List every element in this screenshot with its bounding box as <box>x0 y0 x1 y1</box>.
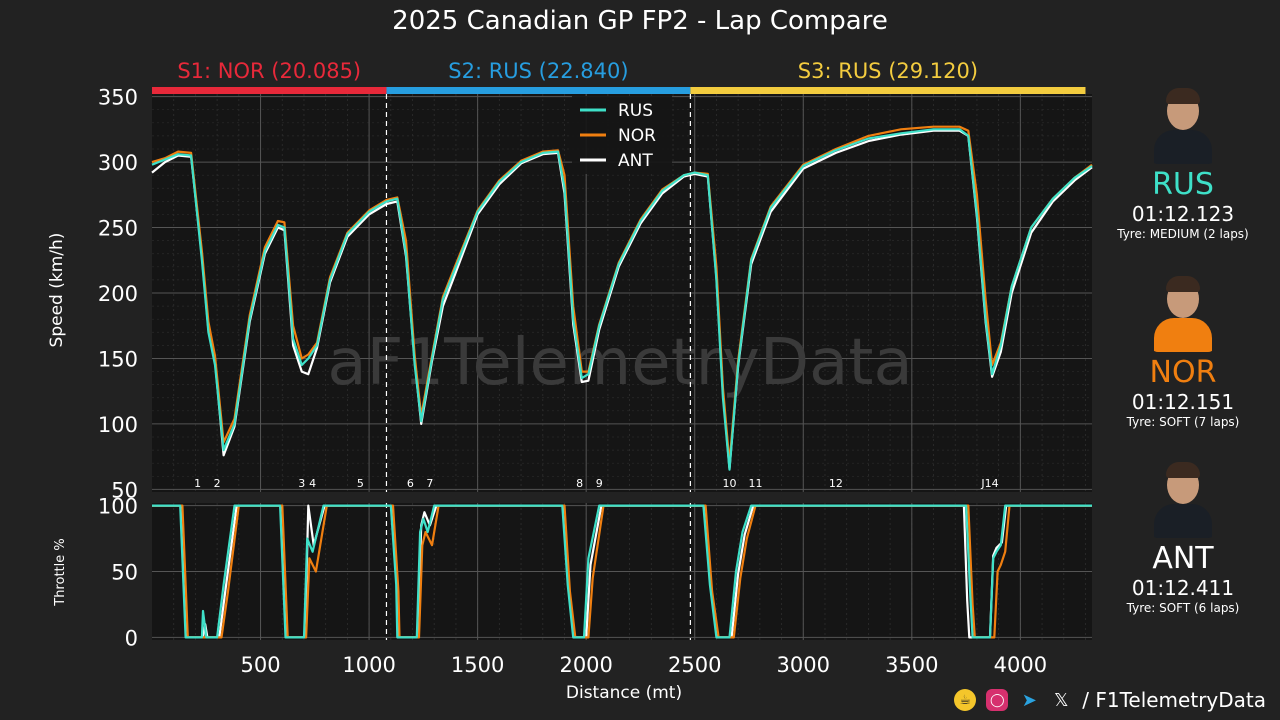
chart-title: 2025 Canadian GP FP2 - Lap Compare <box>392 6 888 36</box>
throttle-tick-label: 100 <box>98 495 138 519</box>
x-tick-label: 3000 <box>777 653 830 677</box>
watermark-text: aF1TelemetryData <box>327 326 912 400</box>
x-tick-label: 2000 <box>559 653 612 677</box>
driver-avatar-ant <box>1150 458 1216 538</box>
coffee-icon[interactable]: ☕ <box>954 689 977 711</box>
speed-tick-label: 50 <box>111 478 138 502</box>
x-tick-label: 1500 <box>451 653 504 677</box>
sector-bar <box>386 87 691 94</box>
x-tick-label: 3500 <box>885 653 938 677</box>
telegram-icon[interactable]: ➤ <box>1021 689 1037 711</box>
speed-tick-label: 250 <box>98 217 138 241</box>
x-tick-label: 4000 <box>994 653 1047 677</box>
speed-tick-label: 300 <box>98 151 138 175</box>
driver-laptime-nor: 01:12.151 <box>1131 390 1235 414</box>
throttle-axis-label: Throttle % <box>53 538 68 606</box>
x-tick-label: 500 <box>240 653 280 677</box>
driver-tyre-ant: Tyre: SOFT (6 laps) <box>1126 601 1240 615</box>
corner-label: 4 <box>309 477 316 490</box>
driver-suit-rus <box>1154 130 1212 164</box>
corner-label: 1 <box>194 477 201 490</box>
legend-label-ant: ANT <box>618 151 653 171</box>
footer-social: ☕ ◯ ➤ 𝕏 / F1TelemetryData <box>954 686 1266 714</box>
driver-code-rus: RUS <box>1152 167 1214 202</box>
sector-label: S1: NOR (20.085) <box>177 59 361 83</box>
driver-suit-nor <box>1154 318 1212 352</box>
driver-avatar-rus <box>1150 84 1216 164</box>
speed-tick-label: 150 <box>98 347 138 371</box>
driver-card-rus: RUS 01:12.123 Tyre: MEDIUM (2 laps) <box>1088 84 1278 242</box>
driver-laptime-rus: 01:12.123 <box>1131 202 1235 226</box>
driver-card-ant: ANT 01:12.411 Tyre: SOFT (6 laps) <box>1088 458 1278 616</box>
driver-card-nor: NOR 01:12.151 Tyre: SOFT (7 laps) <box>1088 272 1278 430</box>
legend-label-nor: NOR <box>618 126 656 146</box>
driver-suit-ant <box>1154 504 1212 538</box>
legend: RUS NOR ANT <box>572 96 672 174</box>
corner-label: 8 <box>576 477 583 490</box>
driver-laptime-ant: 01:12.411 <box>1131 576 1235 600</box>
sector-label: S3: RUS (29.120) <box>798 59 978 83</box>
speed-axis-label: Speed (km/h) <box>47 233 67 348</box>
throttle-tick-label: 0 <box>125 626 138 650</box>
sector-label: S2: RUS (22.840) <box>448 59 628 83</box>
x-icon[interactable]: 𝕏 <box>1053 689 1069 711</box>
sector-bar <box>690 87 1086 94</box>
corner-label: 12 <box>829 477 843 490</box>
driver-avatar-nor <box>1150 272 1216 352</box>
driver-tyre-nor: Tyre: SOFT (7 laps) <box>1126 415 1240 429</box>
throttle-tick-label: 50 <box>111 561 138 585</box>
corner-label: J14 <box>980 477 998 490</box>
corner-label: 9 <box>596 477 603 490</box>
speed-tick-label: 200 <box>98 282 138 306</box>
x-tick-label: 2500 <box>668 653 721 677</box>
footer-handle[interactable]: / F1TelemetryData <box>1082 688 1266 712</box>
corner-label: 10 <box>722 477 736 490</box>
speed-tick-label: 350 <box>98 86 138 110</box>
sector-bar <box>152 87 387 94</box>
corner-label: 2 <box>214 477 221 490</box>
corner-label: 3 <box>298 477 305 490</box>
instagram-icon[interactable]: ◯ <box>986 689 1009 711</box>
corner-label: 11 <box>749 477 763 490</box>
corner-label: 5 <box>357 477 364 490</box>
legend-label-rus: RUS <box>618 101 653 121</box>
throttle-line-rus <box>152 504 1092 639</box>
speed-line-nor <box>151 125 1093 465</box>
driver-code-ant: ANT <box>1152 541 1214 576</box>
x-tick-label: 1000 <box>342 653 395 677</box>
throttle-line-nor <box>152 504 1092 639</box>
x-axis-label: Distance (mt) <box>566 683 682 703</box>
corner-label: 6 <box>407 477 414 490</box>
speed-line-rus <box>151 128 1093 471</box>
driver-code-nor: NOR <box>1149 355 1217 390</box>
speed-tick-label: 100 <box>98 413 138 437</box>
driver-tyre-rus: Tyre: MEDIUM (2 laps) <box>1117 227 1249 241</box>
corner-label: 7 <box>426 477 433 490</box>
